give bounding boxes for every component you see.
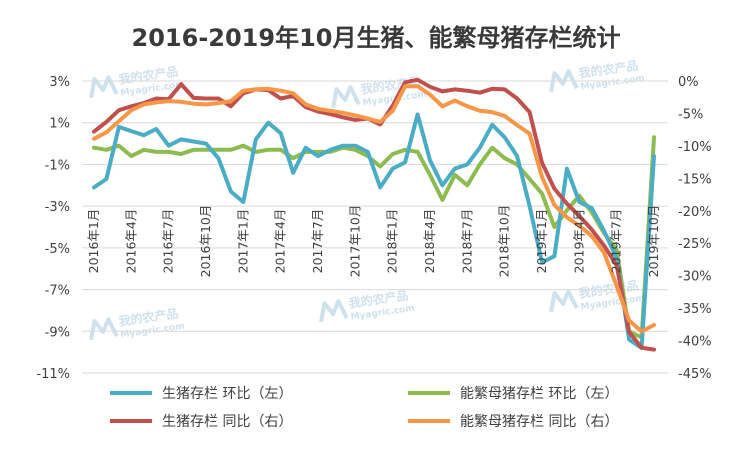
- legend: 生猪存栏 环比（左） 能繁母猪存栏 环比（左） 生猪存栏 同比（右） 能繁母猪存栏 同…: [110, 386, 618, 430]
- watermark-m-icon: [331, 85, 361, 109]
- x-tick-label: 2018年4月: [422, 209, 437, 274]
- series-line-sow-yoy: [92, 84, 656, 334]
- y-right-tick-label: -45%: [678, 367, 712, 382]
- legend-label: 能繁母猪存栏 环比（左）: [460, 386, 618, 402]
- y-left-tick-label: -11%: [36, 367, 70, 382]
- x-tick-label: 2016年10月: [198, 205, 213, 278]
- x-tick-label: 2019年10月: [646, 205, 661, 278]
- x-tick-label: 2019年4月: [571, 209, 586, 274]
- gridlines: [82, 80, 668, 374]
- x-tick-label: 2017年4月: [273, 209, 288, 274]
- chart-title: 2016-2019年10月生猪、能繁母猪存栏统计: [132, 24, 621, 52]
- x-tick-label: 2016年1月: [86, 209, 101, 274]
- x-tick-label: 2019年1月: [534, 209, 549, 274]
- legend-label: 生猪存栏 环比（左）: [162, 386, 292, 402]
- y-right-tick-label: 0%: [678, 75, 699, 90]
- legend-label: 生猪存栏 同比（右）: [162, 414, 292, 430]
- x-tick-label: 2017年1月: [235, 209, 250, 274]
- watermark-m-icon: [549, 289, 579, 313]
- x-tick-label: 2017年10月: [347, 205, 362, 278]
- y-left-tick-label: -1%: [45, 158, 70, 173]
- y-left-tick-label: -5%: [45, 242, 70, 257]
- y-right-tick-label: -25%: [678, 237, 712, 252]
- y-axis-left: 3% 1% -1% -3% -5% -7% -9% -11%: [36, 75, 70, 382]
- y-left-tick-label: 3%: [49, 75, 70, 90]
- y-right-tick-label: -20%: [678, 205, 712, 220]
- x-tick-label: 2019年7月: [609, 209, 624, 274]
- y-left-tick-label: -7%: [45, 284, 70, 299]
- y-left-tick-label: 1%: [49, 117, 70, 132]
- x-tick-label: 2018年7月: [459, 209, 474, 274]
- y-right-tick-label: -10%: [678, 140, 712, 155]
- x-axis: 2016年1月 2016年4月 2016年7月 2016年10月 2017年1月 2017…: [86, 205, 661, 278]
- y-right-tick-label: -40%: [678, 335, 712, 350]
- x-tick-label: 2016年7月: [161, 209, 176, 274]
- series-layer: [92, 77, 656, 352]
- legend-label: 能繁母猪存栏 同比（右）: [460, 414, 618, 430]
- y-right-tick-label: -30%: [678, 270, 712, 285]
- watermark-m-icon: [549, 69, 579, 93]
- x-tick-label: 2018年10月: [497, 205, 512, 278]
- x-tick-label: 2017年7月: [310, 209, 325, 274]
- y-right-tick-label: -35%: [678, 302, 712, 317]
- x-tick-label: 2016年4月: [123, 209, 138, 274]
- y-right-tick-label: -15%: [678, 172, 712, 187]
- watermark-m-icon: [319, 299, 349, 323]
- y-axis-right: 0% -5% -10% -15% -20% -25% -30% -35% -40% -45%: [678, 75, 712, 382]
- y-right-tick-label: -5%: [678, 107, 703, 122]
- y-left-tick-label: -3%: [45, 200, 70, 215]
- x-tick-label: 2018年1月: [385, 209, 400, 274]
- watermark-m-icon: [89, 317, 119, 341]
- watermark-m-icon: [89, 75, 119, 99]
- y-left-tick-label: -9%: [45, 325, 70, 340]
